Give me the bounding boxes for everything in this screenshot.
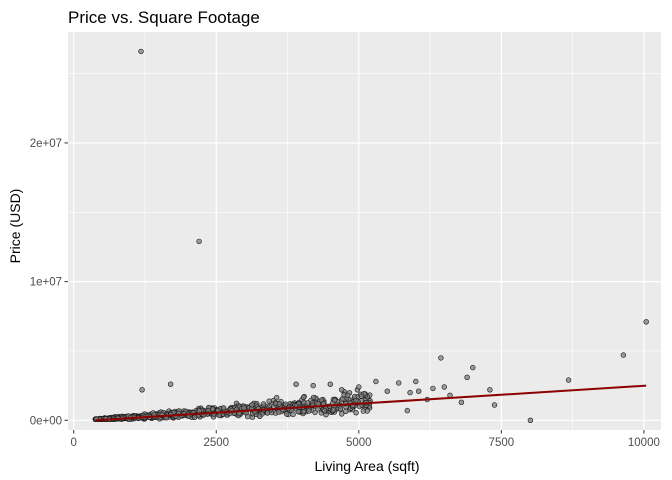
minor-gridlines (68, 32, 661, 430)
data-point (295, 409, 301, 415)
data-point (196, 238, 202, 245)
data-point (241, 405, 247, 411)
data-point (274, 394, 280, 401)
data-point (306, 408, 312, 414)
data-point (327, 381, 333, 387)
data-point (191, 414, 198, 420)
data-point (339, 387, 345, 393)
data-point (464, 374, 470, 380)
y-tick-label: 2e+07 (30, 138, 62, 150)
data-point (310, 394, 317, 401)
data-point (330, 406, 337, 413)
data-point (527, 417, 534, 423)
data-point (358, 393, 365, 399)
data-point (416, 388, 422, 394)
plot-panel (68, 32, 661, 430)
y-axis-ticks: 0e+00 1e+07 2e+07 (30, 138, 68, 427)
data-point (290, 411, 296, 418)
data-point (216, 412, 223, 419)
x-axis-title: Living Area (sqft) (314, 458, 419, 474)
data-point (264, 410, 271, 416)
data-point (321, 408, 328, 414)
data-point (283, 411, 290, 417)
data-point (407, 389, 413, 396)
data-point (620, 352, 627, 358)
data-point (167, 381, 174, 387)
y-tick-label: 1e+07 (30, 277, 62, 289)
data-point (487, 387, 493, 393)
x-axis-ticks: 0 2500 5000 7500 10000 (70, 430, 660, 449)
data-point (643, 319, 649, 325)
data-point (139, 387, 145, 393)
x-tick-label: 0 (70, 437, 76, 449)
x-tick-label: 10000 (628, 437, 660, 449)
y-axis-title: Price (USD) (7, 189, 23, 264)
data-point (220, 405, 227, 411)
data-point (353, 410, 359, 416)
data-point (491, 402, 498, 408)
x-tick-label: 7500 (489, 437, 515, 449)
data-point (249, 402, 255, 408)
data-point (396, 380, 402, 386)
data-point (458, 399, 465, 405)
data-point (565, 377, 572, 383)
data-point (283, 401, 289, 407)
data-point (276, 401, 282, 407)
data-point (470, 364, 476, 371)
data-point (360, 408, 367, 414)
data-point (438, 355, 444, 361)
data-point (430, 385, 436, 392)
x-tick-label: 5000 (346, 437, 372, 449)
data-point (332, 397, 338, 403)
y-tick-label: 0e+00 (30, 415, 62, 427)
data-point (356, 384, 362, 390)
data-point (257, 413, 263, 419)
major-gridlines (68, 32, 661, 430)
data-point (266, 398, 272, 404)
data-point (138, 48, 144, 55)
data-point (276, 409, 282, 415)
data-point (441, 384, 447, 390)
data-point (337, 406, 344, 412)
trend-line (95, 384, 647, 422)
data-point (310, 382, 316, 389)
data-point (304, 400, 311, 406)
data-point (404, 407, 410, 414)
data-point (293, 381, 299, 387)
data-point (384, 388, 390, 394)
data-point (343, 408, 349, 414)
data-point (345, 392, 351, 399)
chart-title: Price vs. Square Footage (68, 8, 260, 27)
data-point (260, 401, 267, 407)
data-point (351, 393, 358, 400)
data-point (300, 409, 307, 415)
x-tick-label: 2500 (203, 437, 229, 449)
data-point (300, 394, 307, 400)
data-point (373, 378, 379, 385)
data-point (413, 378, 419, 385)
